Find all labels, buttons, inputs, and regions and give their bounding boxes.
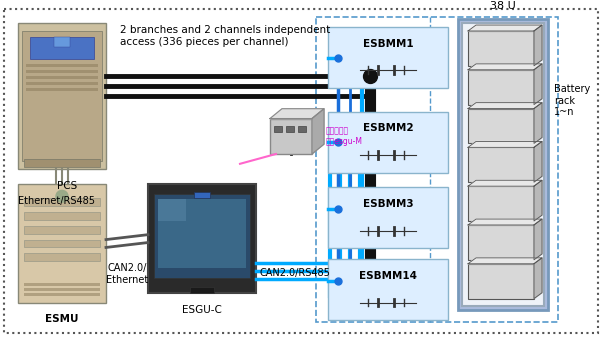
Text: ESBMM2: ESBMM2 [362, 123, 414, 133]
Polygon shape [468, 219, 542, 225]
Text: ESMU: ESMU [45, 314, 79, 325]
Bar [468, 70, 534, 104]
Bar [24, 288, 100, 291]
Text: PCS: PCS [57, 181, 77, 190]
Bar [22, 31, 102, 161]
Text: 组简控制和
采集esgu-M: 组简控制和 采集esgu-M [326, 126, 363, 146]
Polygon shape [534, 219, 542, 260]
Bar [24, 226, 100, 234]
Polygon shape [468, 142, 542, 147]
Bar [468, 147, 534, 182]
Bar [462, 23, 544, 306]
Bar [328, 187, 448, 248]
Polygon shape [534, 180, 542, 221]
Bar [154, 194, 250, 278]
Bar [316, 17, 558, 322]
Bar [328, 112, 448, 173]
Bar [26, 64, 98, 67]
Bar [270, 119, 312, 154]
Bar [468, 186, 534, 221]
Bar [158, 199, 186, 221]
Bar [24, 212, 100, 220]
Bar [26, 88, 98, 91]
Bar [24, 198, 100, 206]
Bar [24, 159, 100, 167]
Text: ESBMM14: ESBMM14 [359, 271, 417, 281]
Bar [148, 184, 256, 293]
Bar [24, 253, 100, 261]
Bar [18, 184, 106, 303]
Bar [328, 259, 448, 320]
Text: ESBMM1: ESBMM1 [362, 39, 414, 49]
Bar [328, 27, 448, 88]
Bar [298, 126, 306, 132]
Polygon shape [468, 258, 542, 264]
Polygon shape [270, 109, 324, 119]
Polygon shape [534, 258, 542, 299]
Text: ESBMM3: ESBMM3 [362, 199, 414, 209]
Bar [286, 126, 294, 132]
Bar [26, 82, 98, 85]
Polygon shape [468, 25, 542, 31]
Bar [18, 23, 106, 169]
Text: Ethernet/RS485: Ethernet/RS485 [18, 196, 95, 206]
Bar [468, 109, 534, 144]
Polygon shape [468, 180, 542, 186]
Bar [458, 19, 548, 310]
Text: Battery
rack
1~n: Battery rack 1~n [554, 84, 590, 117]
Bar [24, 293, 100, 296]
Bar [158, 199, 246, 268]
Bar [54, 37, 70, 47]
Bar [194, 192, 210, 198]
Polygon shape [468, 64, 542, 70]
Text: 38 U: 38 U [490, 1, 516, 11]
Polygon shape [534, 103, 542, 144]
Bar [468, 264, 534, 299]
Bar [30, 37, 94, 59]
Circle shape [56, 190, 68, 202]
Text: 2 branches and 2 channels independent
access (336 pieces per channel): 2 branches and 2 channels independent ac… [120, 25, 330, 47]
Text: CAN2.0/
Ethernet: CAN2.0/ Ethernet [106, 263, 148, 285]
Bar [468, 225, 534, 260]
Bar [26, 76, 98, 79]
Bar [24, 240, 100, 247]
Text: ESGU-C: ESGU-C [182, 305, 222, 314]
Bar [24, 283, 100, 286]
Bar [190, 287, 214, 293]
Bar [26, 70, 98, 73]
Polygon shape [534, 64, 542, 104]
Text: CAN2.0/RS485: CAN2.0/RS485 [260, 268, 331, 278]
Polygon shape [534, 25, 542, 66]
Polygon shape [312, 109, 324, 154]
Bar [468, 31, 534, 66]
Polygon shape [534, 142, 542, 182]
Polygon shape [468, 103, 542, 109]
Bar [274, 126, 282, 132]
